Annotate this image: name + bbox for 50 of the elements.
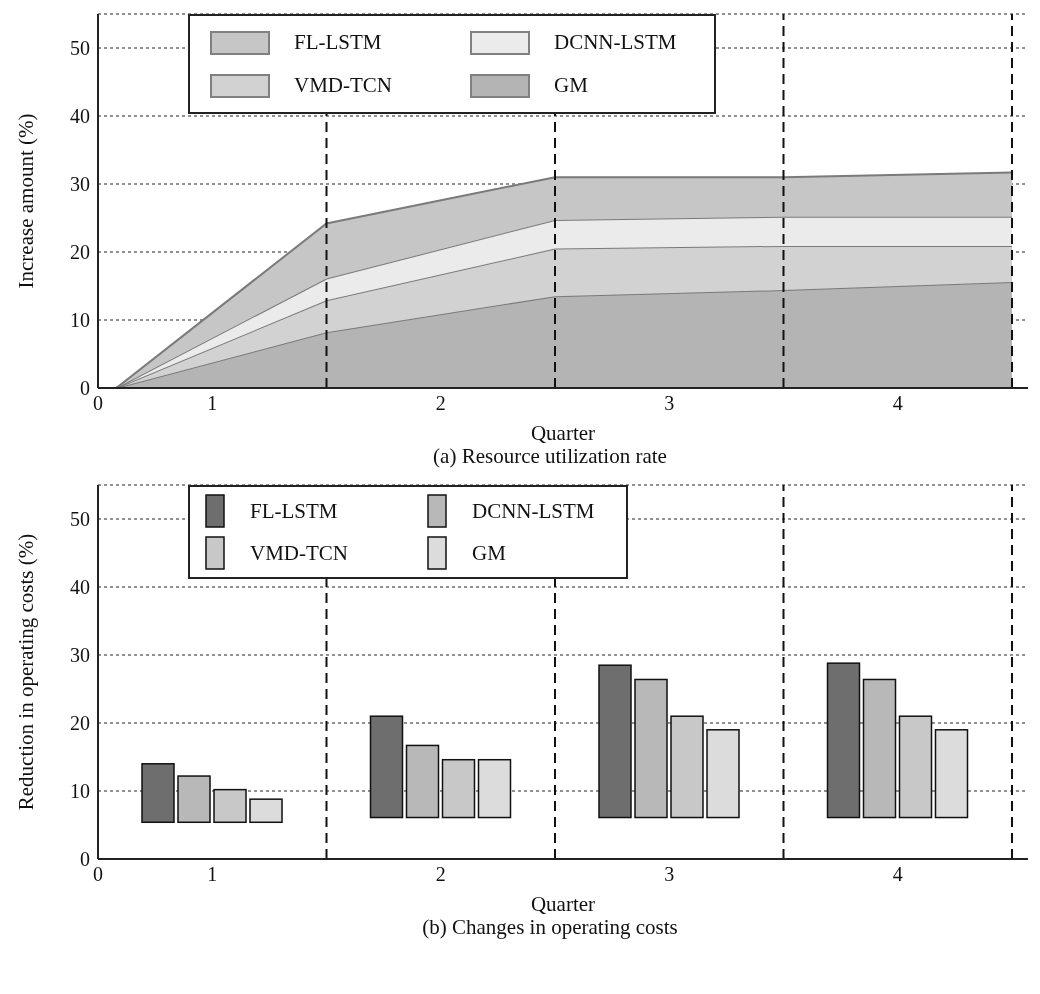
legend-label: FL-LSTM	[250, 498, 339, 524]
bar	[934, 729, 969, 819]
legend-label: FL-LSTM	[294, 30, 383, 55]
y-tick-label: 10	[70, 780, 90, 803]
y-tick-label: 10	[70, 309, 90, 332]
legend-label: DCNN-LSTM	[554, 30, 678, 55]
y-tick-label: 30	[70, 644, 90, 667]
y-tick-label: 30	[70, 173, 90, 196]
y-tick-label: 40	[70, 576, 90, 599]
legend-label: VMD-TCN	[250, 540, 349, 566]
y-tick-label: 20	[70, 712, 90, 735]
y-axis-title: Increase amount (%)	[14, 113, 39, 289]
x-tick-label: 4	[892, 863, 903, 886]
x-tick-label: 2	[435, 392, 446, 415]
bar	[441, 758, 476, 819]
bar	[826, 662, 861, 819]
y-tick-label: 20	[70, 241, 90, 264]
x-axis-title: Quarter	[530, 421, 596, 445]
y-tick-label: 0	[80, 377, 90, 400]
x-tick-label: 3	[664, 392, 675, 415]
text: (a) Resource utilization rate	[432, 444, 668, 469]
bar	[141, 763, 175, 824]
y-tick-label: 40	[70, 105, 90, 128]
legend-label: VMD-TCN	[294, 73, 393, 98]
x-tick-label: 2	[435, 863, 446, 886]
x-tick-label: 4	[892, 392, 903, 415]
bar	[213, 788, 247, 824]
bar	[706, 729, 740, 819]
legend-label: GM	[472, 540, 507, 566]
x-tick-label: 3	[664, 863, 675, 886]
y-tick-label: 0	[80, 848, 90, 871]
y-tick-label: 50	[70, 37, 90, 60]
bar	[405, 744, 440, 819]
x-tick-label: 1	[207, 863, 218, 886]
bar	[634, 678, 668, 819]
y-axis-title: Reduction in operating costs (%)	[14, 533, 39, 811]
bar	[177, 775, 211, 824]
legend-label: GM	[554, 73, 589, 98]
bar	[249, 798, 283, 824]
text: (b) Changes in operating costs	[421, 915, 679, 940]
legend-label: DCNN-LSTM	[472, 498, 596, 524]
bar	[670, 715, 704, 819]
y-tick-label: 50	[70, 508, 90, 531]
bar	[898, 715, 933, 819]
bar	[862, 678, 897, 819]
bar	[598, 664, 632, 819]
bar	[369, 715, 404, 819]
x-tick-label: 1	[207, 392, 218, 415]
x-axis-title: Quarter	[530, 892, 596, 916]
bar	[477, 758, 512, 819]
